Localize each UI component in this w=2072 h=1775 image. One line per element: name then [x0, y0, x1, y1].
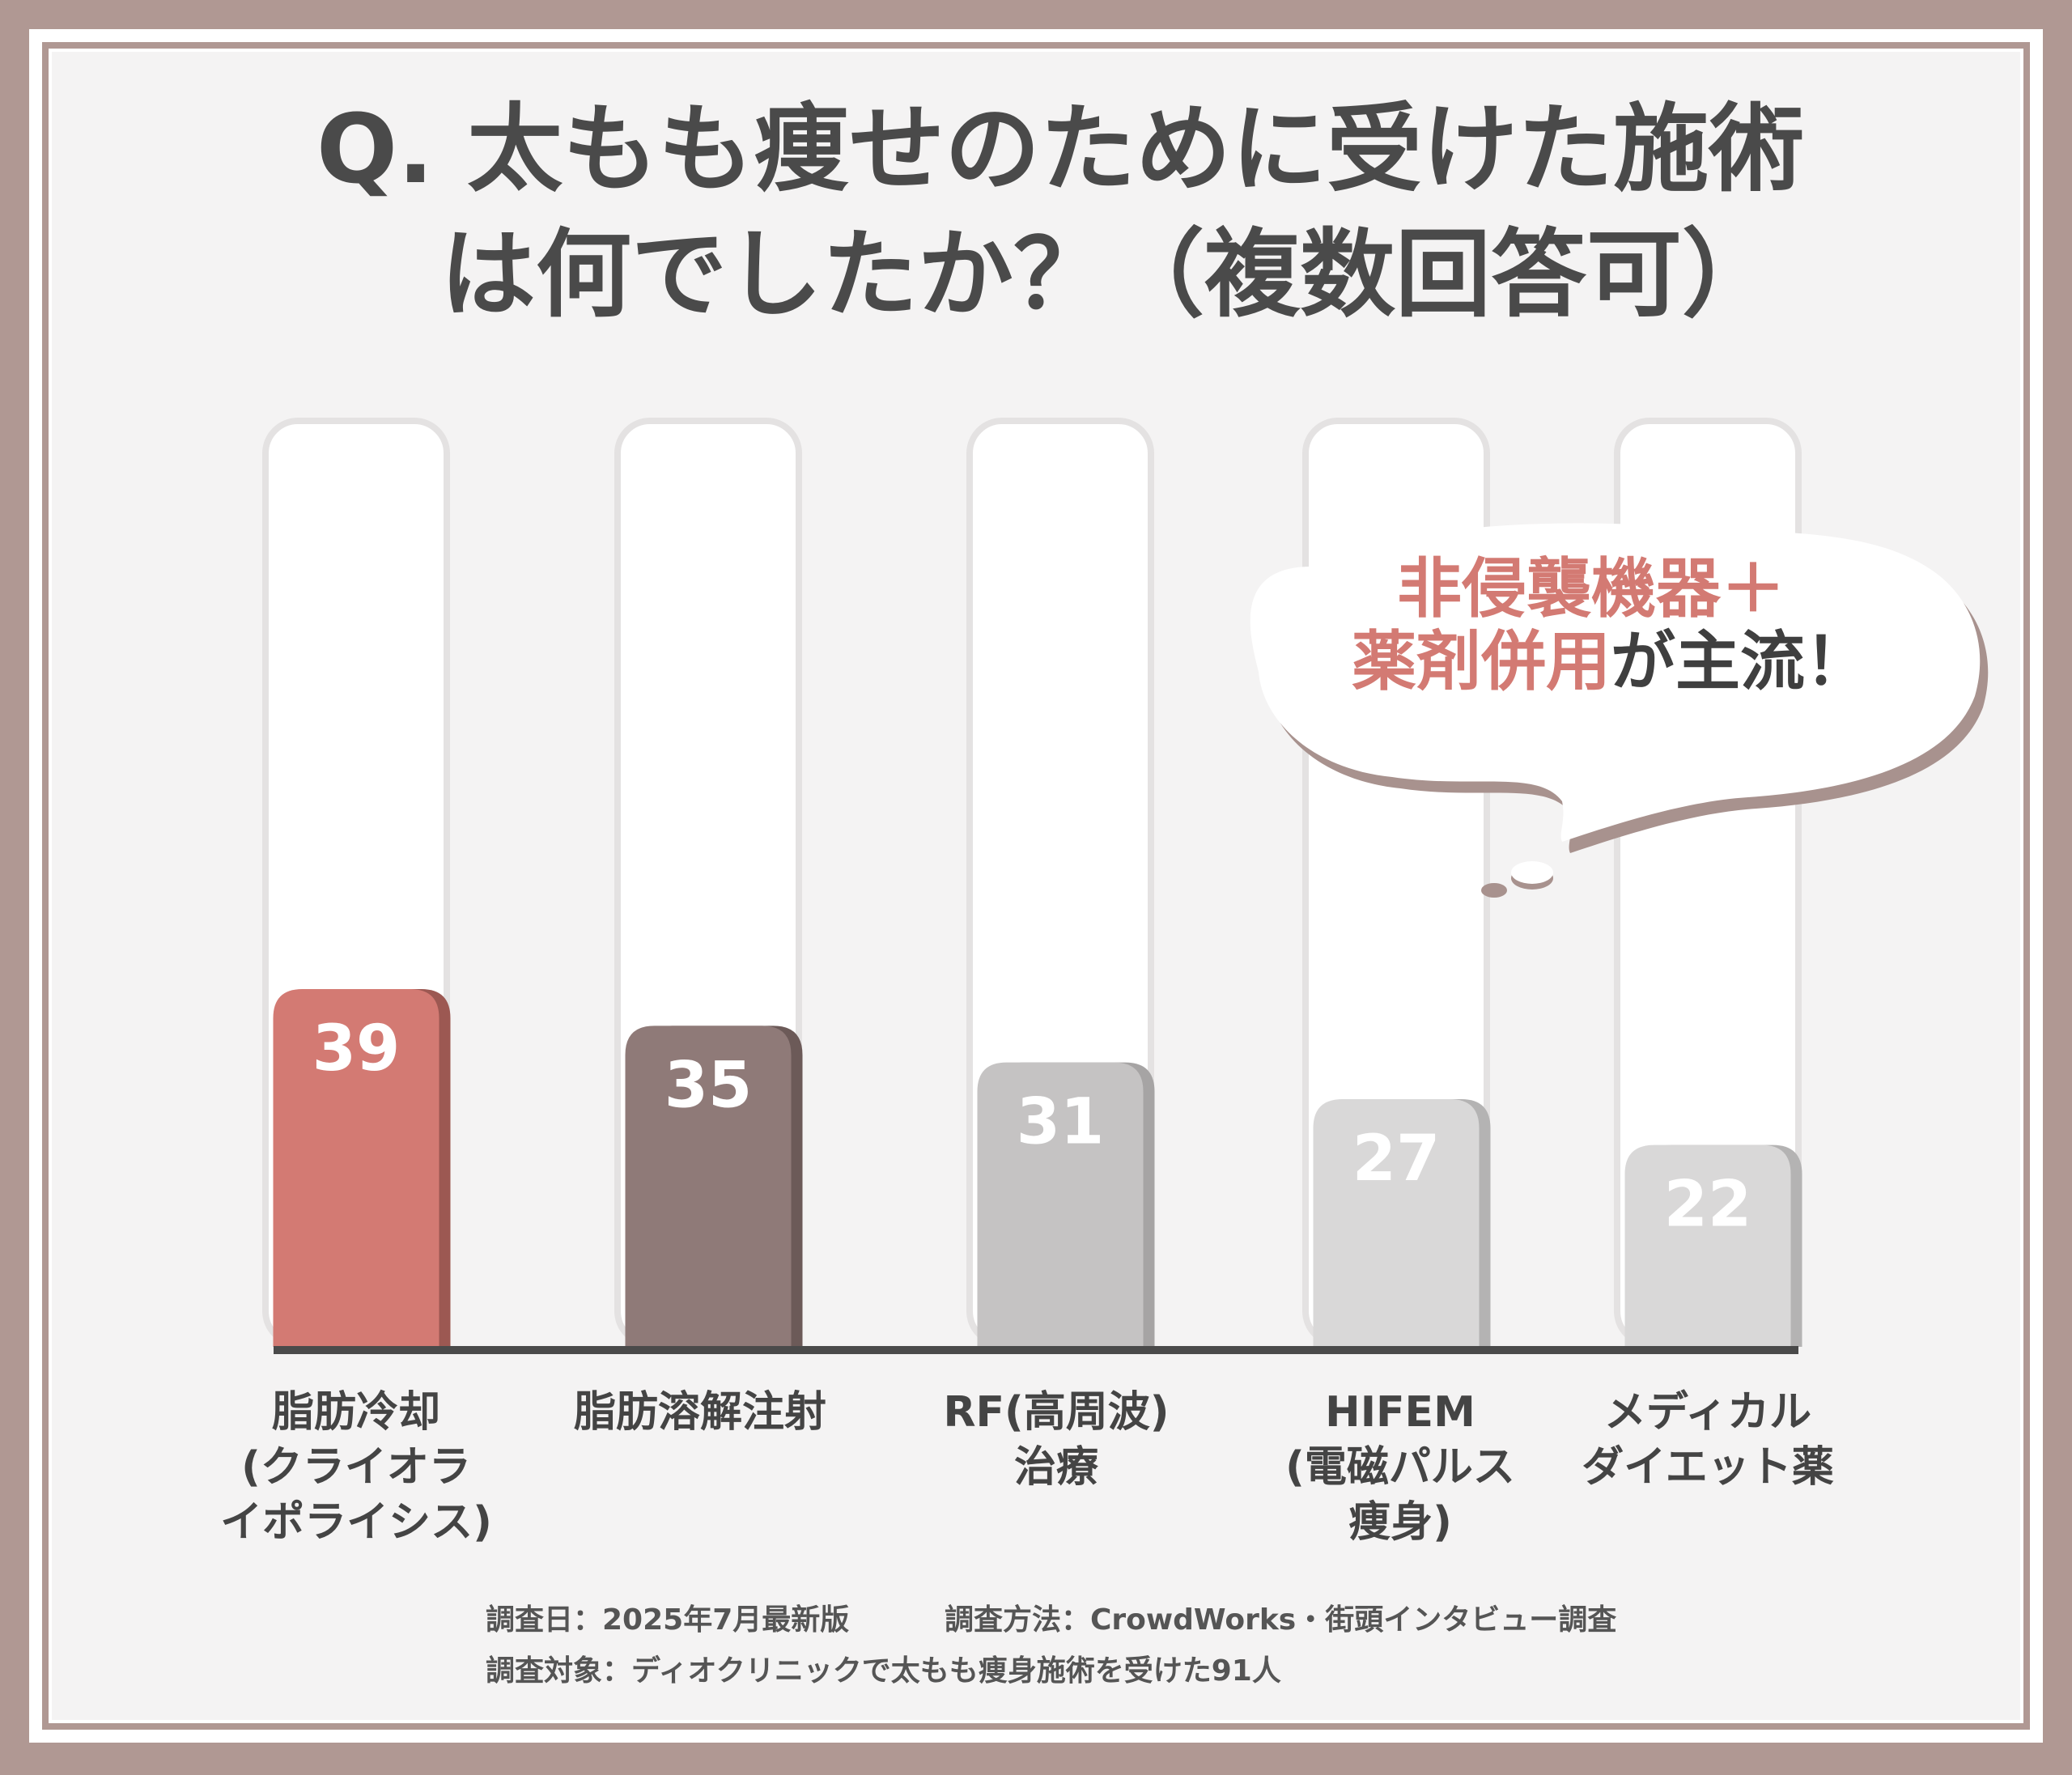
callout-accent-text: 薬剤併用: [1352, 624, 1611, 699]
footer-survey-target: 調査対象：ディオクリニックで太もも痩身施術を受けた91人: [486, 1654, 1281, 1688]
bar-value-label: 35: [664, 1049, 753, 1122]
category-label-1-line-2: (クライオラ: [241, 1443, 471, 1492]
bar-value-label: 39: [312, 1013, 401, 1085]
chart-title-line-2: は何でしたか？（複数回答可）: [440, 219, 1777, 330]
category-label-5-line-1: メディカル: [1604, 1388, 1811, 1437]
callout-dot-small: [1481, 883, 1507, 898]
bars-group: 39 35 31 27 22: [273, 989, 1802, 1347]
footer-survey-method: 調査方法：CrowdWorks・街頭インタビュー調査: [945, 1603, 1616, 1637]
category-label-5-line-2: ダイエット薬: [1582, 1443, 1833, 1492]
category-label-3-line-1: RF(高周波): [943, 1388, 1169, 1437]
category-label-4-line-1: HIFEM: [1325, 1388, 1475, 1437]
category-label-3-line-2: 治療: [1014, 1443, 1098, 1492]
callout-line-1: 非侵襲機器＋: [1397, 551, 1785, 626]
bar-value-label: 31: [1017, 1086, 1105, 1159]
bar-4: 27: [1313, 1099, 1491, 1347]
category-label-1-line-1: 脂肪冷却: [272, 1388, 440, 1437]
bar-value-label: 22: [1664, 1169, 1752, 1242]
callout-dot-large-face: [1511, 861, 1553, 884]
bar-body: [977, 1062, 1144, 1347]
bar-3: 31: [977, 1062, 1155, 1347]
bar-1: 39: [273, 989, 451, 1347]
callout-bubble: 非侵襲機器＋ 薬剤併用が主流！: [1250, 523, 1989, 898]
callout-body: [1250, 523, 1981, 842]
bar-5: 22: [1624, 1144, 1802, 1347]
callout-line-2: 薬剤併用が主流！: [1352, 624, 1870, 699]
category-label-4-line-2: (電磁パルス: [1285, 1443, 1515, 1492]
category-label-1-line-3: イポライシス): [220, 1498, 492, 1547]
bar-body: [273, 989, 439, 1347]
bar-body: [625, 1026, 792, 1347]
category-label-2-line-1: 脂肪溶解注射: [574, 1388, 826, 1437]
category-label-4-line-3: 痩身): [1348, 1498, 1452, 1547]
callout-rest-text: が主流！: [1611, 624, 1870, 699]
inner-border: [42, 42, 2030, 1730]
bar-body: [1624, 1144, 1791, 1347]
footer-survey-date: 調査日：2025年7月最新版: [486, 1603, 849, 1637]
bar-value-label: 27: [1352, 1123, 1441, 1195]
chart-title-line-1: Q. 太もも痩せのために受けた施術: [316, 93, 1804, 205]
bar-body: [1313, 1099, 1480, 1347]
bar-2: 35: [625, 1026, 803, 1347]
